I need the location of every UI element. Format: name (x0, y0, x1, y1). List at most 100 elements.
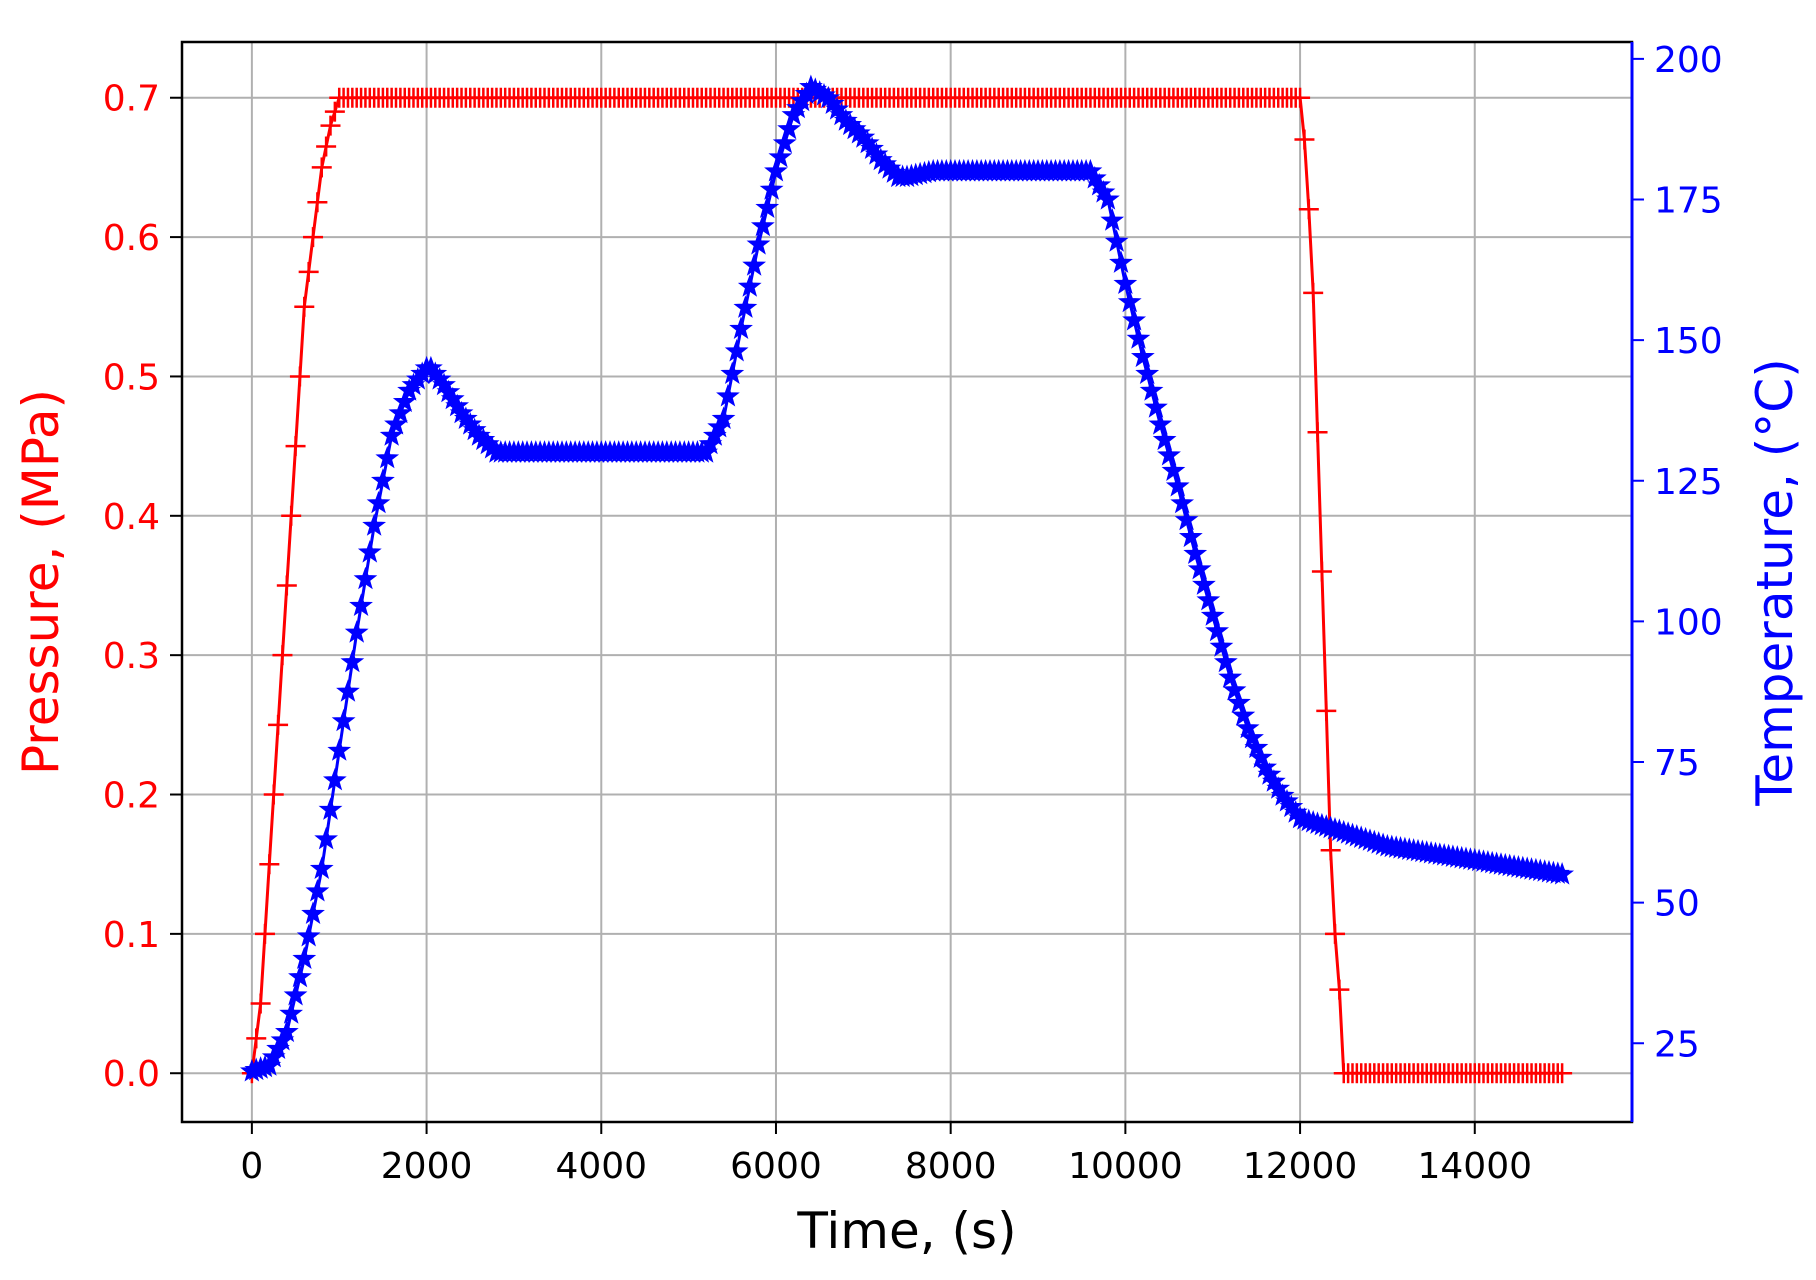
temperature-marker (1227, 690, 1251, 713)
left-y-tick-label: 0.0 (103, 1054, 160, 1095)
temperature-marker (1113, 271, 1138, 294)
left-y-axis-title: Pressure, (MPa) (12, 389, 70, 775)
temperature-marker (716, 383, 740, 407)
temperature-marker (288, 964, 312, 988)
temperature-marker (759, 177, 784, 200)
temperature-marker (1200, 603, 1225, 626)
plot-frame (180, 40, 1634, 1124)
right-y-tick-label: 100 (1654, 602, 1723, 643)
temperature-marker (379, 423, 404, 446)
axis-ticks: 0 2000 4000 6000 8000 10000 12000 14000 0.0 0.1 0.… (103, 40, 1723, 1187)
temperature-marker (388, 400, 413, 424)
temperature-marker (1248, 745, 1273, 768)
pressure-marker (1311, 561, 1332, 582)
pressure-marker (1552, 1063, 1573, 1084)
temperature-marker (309, 856, 334, 880)
temperature-marker (742, 253, 767, 276)
x-tick-label: 2000 (381, 1146, 473, 1187)
temperature-marker (1109, 250, 1133, 273)
temperature-marker (370, 468, 395, 491)
temperature-marker (375, 445, 400, 469)
temperature-marker (1161, 458, 1186, 481)
temperature-marker (1187, 556, 1212, 580)
pressure-marker (1316, 700, 1337, 721)
right-y-tick-label: 125 (1654, 462, 1723, 503)
temperature-marker (1095, 186, 1120, 210)
plot-area (240, 74, 1575, 1084)
temperature-marker (296, 923, 321, 947)
pressure-marker (281, 505, 302, 526)
pressure-marker (1307, 422, 1328, 443)
left-y-tick-label: 0.1 (103, 915, 160, 956)
right-y-tick-label: 75 (1654, 743, 1700, 784)
pressure-marker (1320, 840, 1341, 861)
temperature-marker (764, 158, 788, 182)
temperature-marker (746, 232, 771, 255)
right-y-tick-label: 150 (1654, 321, 1723, 362)
temperature-marker (366, 490, 391, 514)
pressure-marker (289, 366, 310, 387)
temperature-marker (711, 406, 736, 430)
temperature-marker (305, 878, 330, 902)
pressure-marker (1329, 979, 1350, 1000)
left-y-tick-label: 0.5 (103, 357, 160, 398)
temperature-marker (1192, 572, 1216, 595)
right-y-axis-title: Temperature, (°C) (1746, 358, 1804, 806)
temperature-marker (1231, 703, 1256, 726)
temperature-marker (755, 195, 780, 219)
temperature-marker (323, 767, 347, 791)
pressure-marker (254, 923, 275, 944)
temperature-marker (292, 946, 317, 969)
pressure-marker (1303, 282, 1324, 303)
temperature-marker (279, 1001, 303, 1024)
temperature-marker (275, 1019, 299, 1043)
temperature-series (240, 74, 1575, 1082)
temperature-marker (1235, 715, 1260, 739)
temperature-marker (1214, 649, 1238, 673)
x-tick-label: 10000 (1068, 1146, 1183, 1187)
pressure-marker (320, 115, 341, 136)
temperature-marker (729, 316, 753, 340)
temperature-marker (1157, 442, 1181, 466)
temperature-marker (336, 679, 360, 702)
temperature-marker (1135, 361, 1160, 384)
temperature-marker (768, 144, 793, 168)
pressure-line (250, 96, 1563, 1075)
right-y-tick-label: 175 (1654, 181, 1723, 222)
pressure-marker (1294, 129, 1315, 150)
temperature-marker (353, 566, 378, 590)
temperature-marker (1244, 735, 1269, 758)
temperature-marker (1152, 427, 1177, 451)
pressure-marker (316, 136, 337, 157)
temperature-marker (1165, 473, 1190, 497)
temperature-marker (301, 901, 325, 924)
x-tick-label: 6000 (730, 1146, 822, 1187)
x-tick-label: 0 (240, 1146, 263, 1187)
temperature-marker (1196, 587, 1221, 611)
temperature-marker (327, 738, 352, 761)
temperature-marker (1209, 634, 1234, 657)
temperature-marker (1170, 490, 1195, 514)
right-y-tick-label: 25 (1654, 1024, 1700, 1065)
temperature-marker (283, 982, 308, 1006)
temperature-marker (1550, 862, 1575, 885)
temperature-marker (1117, 289, 1142, 313)
left-y-tick-label: 0.6 (103, 218, 160, 259)
grid-lines (182, 42, 1632, 1122)
temperature-marker (737, 274, 762, 297)
temperature-marker (1122, 307, 1147, 331)
pressure-marker (285, 436, 306, 457)
right-y-tick-label: 200 (1654, 40, 1723, 81)
pressure-marker (324, 101, 345, 122)
temperature-marker (349, 593, 373, 617)
temperature-marker (1126, 326, 1151, 349)
temperature-marker (1100, 208, 1125, 231)
temperature-marker (724, 338, 749, 362)
left-y-tick-label: 0.2 (103, 776, 160, 817)
temperature-marker (1144, 395, 1168, 418)
temperature-marker (720, 361, 745, 384)
temperature-marker (331, 708, 356, 732)
pressure-marker (294, 296, 315, 317)
pressure-marker (1290, 87, 1311, 108)
x-tick-label: 8000 (905, 1146, 997, 1187)
